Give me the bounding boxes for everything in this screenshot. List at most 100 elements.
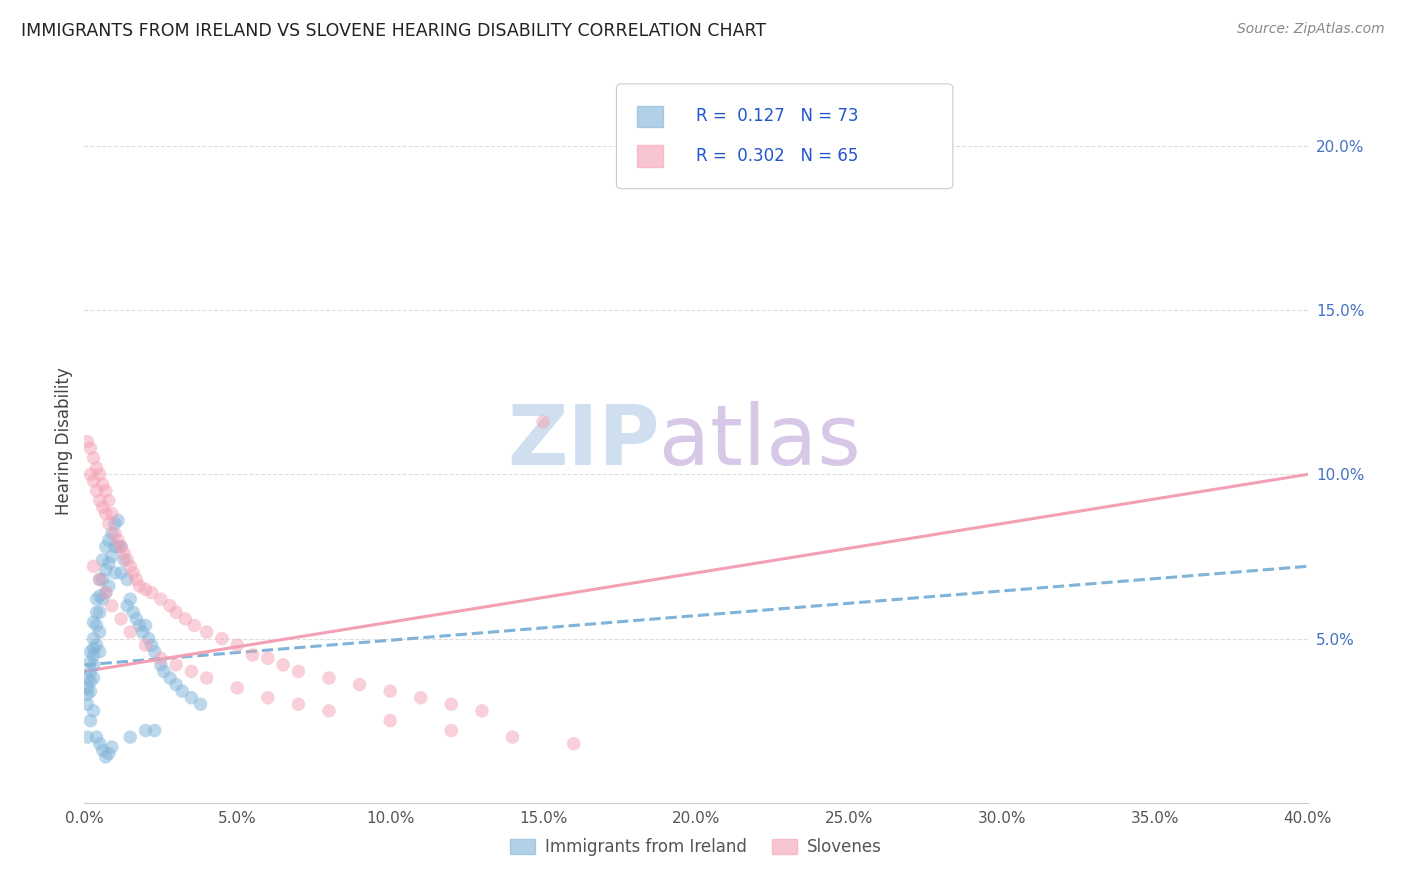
- Point: [211, 632, 233, 646]
- Point: [180, 690, 202, 705]
- Point: [141, 585, 163, 599]
- Point: [115, 599, 138, 613]
- Point: [195, 671, 218, 685]
- Point: [91, 573, 114, 587]
- Point: [257, 690, 280, 705]
- Point: [128, 579, 150, 593]
- Point: [122, 566, 145, 580]
- Point: [318, 671, 340, 685]
- Point: [94, 585, 117, 599]
- Point: [149, 592, 172, 607]
- Point: [107, 533, 129, 547]
- Point: [86, 605, 108, 619]
- Point: [135, 723, 157, 738]
- Point: [89, 573, 111, 587]
- Point: [86, 483, 108, 498]
- Point: [135, 582, 157, 597]
- Point: [89, 605, 111, 619]
- Point: [86, 730, 108, 744]
- FancyBboxPatch shape: [637, 105, 664, 128]
- Point: [149, 657, 172, 672]
- Point: [97, 556, 120, 570]
- Point: [83, 615, 105, 630]
- Point: [83, 474, 105, 488]
- Point: [318, 704, 340, 718]
- Point: [112, 553, 135, 567]
- Point: [101, 526, 124, 541]
- Point: [110, 612, 132, 626]
- Point: [89, 737, 111, 751]
- Point: [380, 684, 402, 698]
- Point: [76, 671, 98, 685]
- Point: [94, 585, 117, 599]
- Point: [149, 651, 172, 665]
- Point: [91, 500, 114, 515]
- Point: [128, 618, 150, 632]
- Point: [86, 638, 108, 652]
- Point: [131, 625, 153, 640]
- Point: [89, 625, 111, 640]
- Point: [76, 698, 98, 712]
- Text: IMMIGRANTS FROM IRELAND VS SLOVENE HEARING DISABILITY CORRELATION CHART: IMMIGRANTS FROM IRELAND VS SLOVENE HEARI…: [21, 22, 766, 40]
- Point: [91, 592, 114, 607]
- Point: [174, 612, 197, 626]
- Point: [115, 553, 138, 567]
- Point: [94, 507, 117, 521]
- Text: R =  0.302   N = 65: R = 0.302 N = 65: [696, 147, 858, 165]
- FancyBboxPatch shape: [637, 145, 664, 167]
- Point: [380, 714, 402, 728]
- Point: [226, 638, 249, 652]
- Point: [172, 684, 194, 698]
- Point: [79, 655, 101, 669]
- Point: [83, 559, 105, 574]
- Point: [94, 483, 117, 498]
- Point: [440, 698, 463, 712]
- Point: [104, 566, 127, 580]
- Point: [120, 625, 142, 640]
- Text: ZIP: ZIP: [506, 401, 659, 482]
- Point: [101, 739, 124, 754]
- Point: [91, 743, 114, 757]
- Legend: Immigrants from Ireland, Slovenes: Immigrants from Ireland, Slovenes: [503, 831, 889, 863]
- Point: [141, 638, 163, 652]
- Point: [104, 540, 127, 554]
- Point: [502, 730, 524, 744]
- Point: [226, 681, 249, 695]
- Point: [76, 434, 98, 449]
- Point: [122, 605, 145, 619]
- Point: [287, 698, 309, 712]
- Point: [101, 599, 124, 613]
- Point: [180, 665, 202, 679]
- Point: [120, 559, 142, 574]
- Text: Source: ZipAtlas.com: Source: ZipAtlas.com: [1237, 22, 1385, 37]
- Point: [165, 657, 187, 672]
- Point: [159, 599, 181, 613]
- Point: [89, 589, 111, 603]
- Point: [110, 566, 132, 580]
- Point: [94, 563, 117, 577]
- Point: [89, 573, 111, 587]
- Point: [97, 533, 120, 547]
- Point: [94, 749, 117, 764]
- Point: [165, 677, 187, 691]
- Point: [83, 657, 105, 672]
- Point: [89, 467, 111, 482]
- Point: [79, 441, 101, 455]
- Point: [110, 540, 132, 554]
- Point: [159, 671, 181, 685]
- Point: [83, 641, 105, 656]
- Point: [409, 690, 432, 705]
- Point: [107, 513, 129, 527]
- Point: [104, 526, 127, 541]
- Point: [242, 648, 264, 662]
- Point: [79, 665, 101, 679]
- Point: [115, 573, 138, 587]
- Point: [110, 540, 132, 554]
- Point: [195, 625, 218, 640]
- Y-axis label: Hearing Disability: Hearing Disability: [55, 368, 73, 516]
- Point: [76, 681, 98, 695]
- Point: [91, 553, 114, 567]
- Point: [89, 493, 111, 508]
- Point: [101, 549, 124, 564]
- Point: [76, 687, 98, 701]
